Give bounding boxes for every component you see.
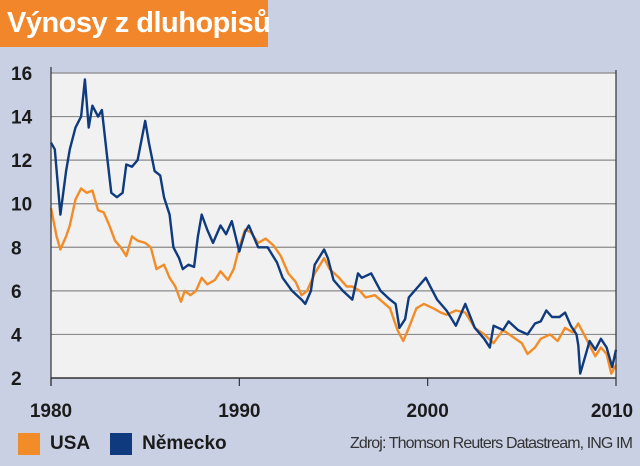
y-tick-label: 10: [11, 195, 32, 216]
legend: USA Německo: [18, 432, 247, 456]
x-tick-label: 2010: [591, 401, 633, 422]
y-tick-label: 2: [11, 369, 22, 390]
chart-title: Výnosy z dluhopisů: [7, 7, 271, 39]
y-tick-label: 14: [11, 108, 33, 129]
source-note: Zdroj: Thomson Reuters Datastream, ING I…: [349, 435, 633, 452]
legend-label-usa: USA: [50, 433, 91, 454]
legend-swatch-nemecko: [110, 433, 133, 455]
legend-label-nemecko: Německo: [142, 433, 227, 454]
x-tick-label: 1980: [30, 401, 72, 422]
legend-swatch-usa: [18, 433, 40, 455]
plot-area: [51, 73, 616, 378]
y-tick-label: 16: [11, 64, 32, 85]
series-line-usa: [49, 187, 618, 375]
x-tick-label: 2000: [407, 401, 449, 422]
title-banner: Výnosy z dluhopisů: [0, 0, 271, 47]
y-tick-label: 4: [11, 325, 22, 346]
y-tick-label: 12: [11, 151, 32, 172]
series-line-nemecko: [49, 78, 618, 375]
y-tick-label: 6: [11, 282, 22, 303]
x-tick-label: 1990: [218, 401, 260, 422]
y-tick-label: 8: [11, 238, 22, 259]
